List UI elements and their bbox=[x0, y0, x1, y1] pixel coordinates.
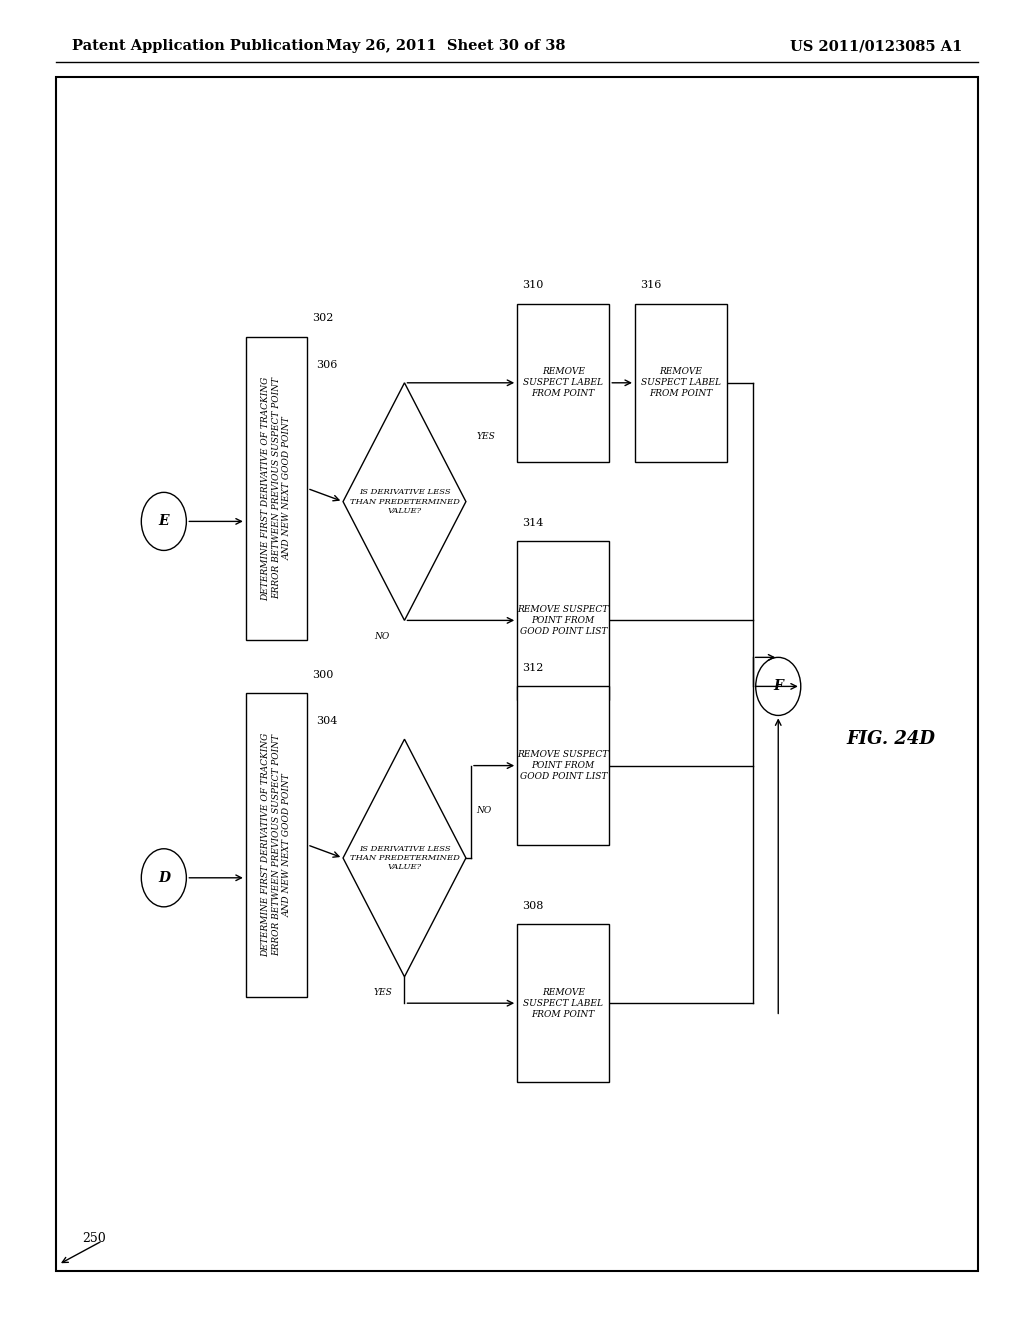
Text: 308: 308 bbox=[522, 900, 544, 911]
Text: FIG. 24D: FIG. 24D bbox=[847, 730, 935, 748]
Text: 306: 306 bbox=[316, 359, 338, 370]
FancyBboxPatch shape bbox=[246, 693, 307, 997]
FancyBboxPatch shape bbox=[246, 337, 307, 640]
Text: IS DERIVATIVE LESS
THAN PREDETERMINED
VALUE?: IS DERIVATIVE LESS THAN PREDETERMINED VA… bbox=[349, 845, 460, 871]
FancyBboxPatch shape bbox=[517, 686, 609, 845]
Text: E: E bbox=[159, 515, 169, 528]
Text: DETERMINE FIRST DERIVATIVE OF TRACKING
ERROR BETWEEN PREVIOUS SUSPECT POINT
AND : DETERMINE FIRST DERIVATIVE OF TRACKING E… bbox=[261, 733, 292, 957]
Text: 310: 310 bbox=[522, 280, 544, 290]
FancyBboxPatch shape bbox=[517, 304, 609, 462]
FancyBboxPatch shape bbox=[635, 304, 727, 462]
Text: REMOVE
SUSPECT LABEL
FROM POINT: REMOVE SUSPECT LABEL FROM POINT bbox=[523, 987, 603, 1019]
Text: May 26, 2011  Sheet 30 of 38: May 26, 2011 Sheet 30 of 38 bbox=[326, 40, 565, 53]
Text: 300: 300 bbox=[312, 669, 334, 680]
Text: US 2011/0123085 A1: US 2011/0123085 A1 bbox=[791, 40, 963, 53]
Text: NO: NO bbox=[374, 632, 389, 640]
Text: D: D bbox=[158, 871, 170, 884]
Text: 304: 304 bbox=[316, 715, 338, 726]
Circle shape bbox=[141, 849, 186, 907]
Circle shape bbox=[756, 657, 801, 715]
Text: IS DERIVATIVE LESS
THAN PREDETERMINED
VALUE?: IS DERIVATIVE LESS THAN PREDETERMINED VA… bbox=[349, 488, 460, 515]
FancyBboxPatch shape bbox=[517, 541, 609, 700]
Text: YES: YES bbox=[374, 989, 392, 997]
Text: DETERMINE FIRST DERIVATIVE OF TRACKING
ERROR BETWEEN PREVIOUS SUSPECT POINT
AND : DETERMINE FIRST DERIVATIVE OF TRACKING E… bbox=[261, 376, 292, 601]
Text: REMOVE SUSPECT
POINT FROM
GOOD POINT LIST: REMOVE SUSPECT POINT FROM GOOD POINT LIS… bbox=[517, 750, 609, 781]
Text: F: F bbox=[773, 680, 783, 693]
Text: 314: 314 bbox=[522, 517, 544, 528]
Text: REMOVE
SUSPECT LABEL
FROM POINT: REMOVE SUSPECT LABEL FROM POINT bbox=[523, 367, 603, 399]
Text: 312: 312 bbox=[522, 663, 544, 673]
Circle shape bbox=[141, 492, 186, 550]
Text: NO: NO bbox=[476, 807, 492, 814]
Text: REMOVE
SUSPECT LABEL
FROM POINT: REMOVE SUSPECT LABEL FROM POINT bbox=[641, 367, 721, 399]
Text: YES: YES bbox=[476, 432, 495, 441]
Text: 316: 316 bbox=[640, 280, 662, 290]
FancyBboxPatch shape bbox=[517, 924, 609, 1082]
Polygon shape bbox=[343, 739, 466, 977]
Text: 250: 250 bbox=[82, 1232, 105, 1245]
Text: Patent Application Publication: Patent Application Publication bbox=[72, 40, 324, 53]
Text: 302: 302 bbox=[312, 313, 334, 323]
Text: REMOVE SUSPECT
POINT FROM
GOOD POINT LIST: REMOVE SUSPECT POINT FROM GOOD POINT LIS… bbox=[517, 605, 609, 636]
Polygon shape bbox=[343, 383, 466, 620]
